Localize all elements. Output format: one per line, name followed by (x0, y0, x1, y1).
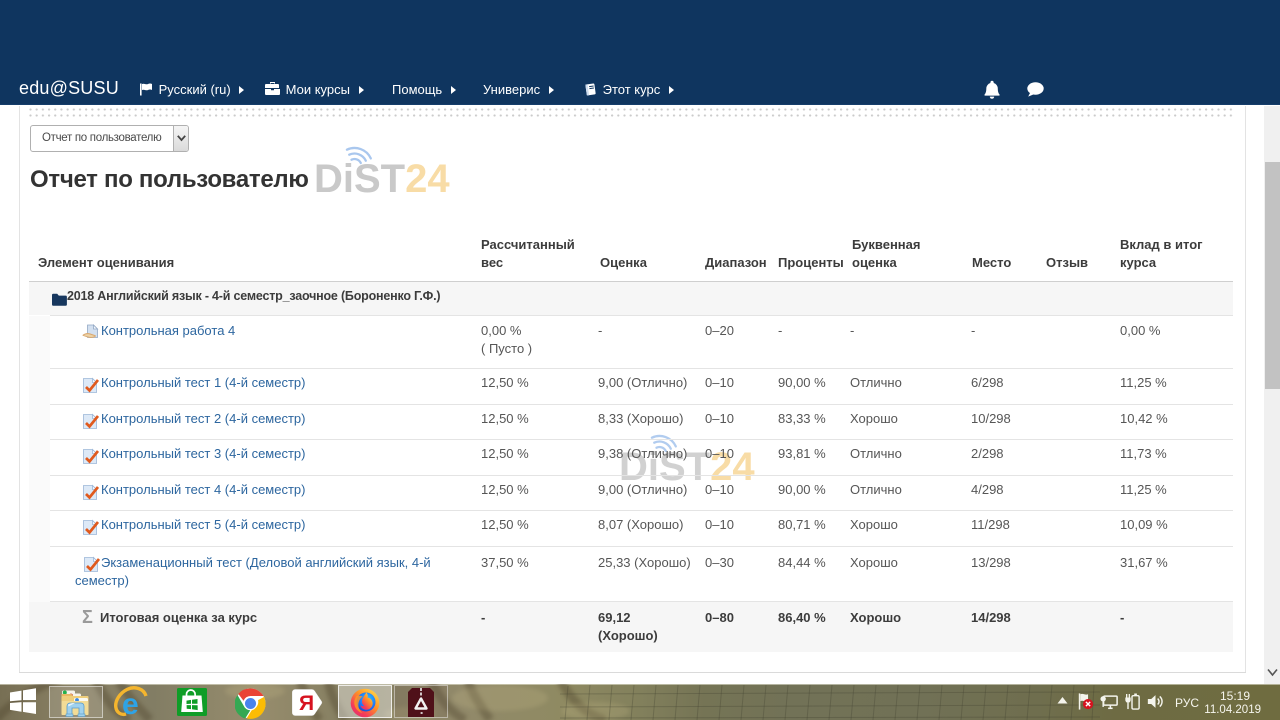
svg-text:Я: Я (299, 692, 314, 715)
svg-text:e: e (122, 688, 139, 719)
